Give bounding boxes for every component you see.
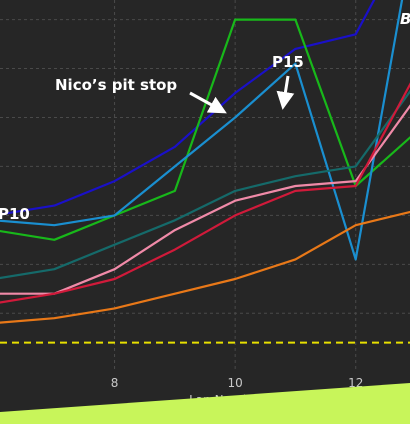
arrow-pit-stop xyxy=(189,91,227,114)
series-line-3 xyxy=(0,0,404,261)
series-line-6 xyxy=(0,82,410,304)
series-line-7 xyxy=(0,210,410,324)
x-tick-label: 12 xyxy=(348,376,363,390)
x-ticks: 8 10 12 xyxy=(111,376,364,390)
arrow-p15 xyxy=(276,75,295,110)
x-tick-label: 10 xyxy=(228,376,243,390)
series-line-5 xyxy=(0,104,410,295)
series-lines xyxy=(0,0,410,324)
series-line-4 xyxy=(0,89,410,280)
annotation-pit-stop: Nico’s pit stop xyxy=(55,76,178,94)
bottom-banner xyxy=(0,383,410,424)
annotation-arrows xyxy=(189,75,295,114)
annotation-p15: P15 xyxy=(272,53,304,71)
corner-mark-right: B xyxy=(400,10,410,28)
x-tick-label: 8 xyxy=(111,376,119,390)
series-line-2 xyxy=(0,18,410,241)
series-line-1 xyxy=(0,0,376,216)
annotation-p10: P10 xyxy=(0,205,30,223)
